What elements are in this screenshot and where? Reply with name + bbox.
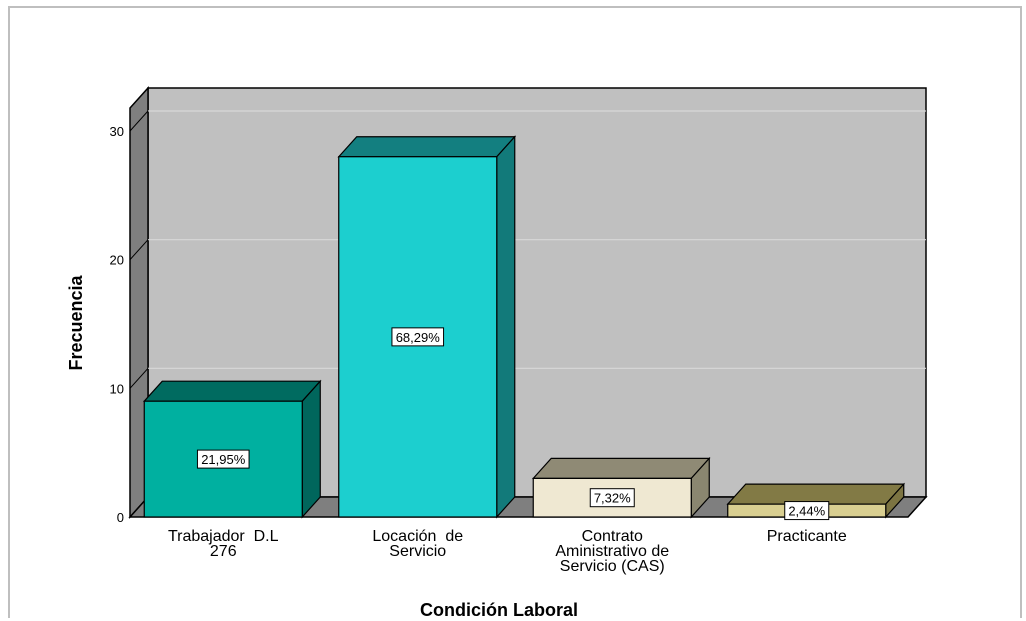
bar-group: 7,32% — [531, 456, 711, 519]
x-tick-label: Practicante — [767, 528, 847, 545]
bar-group: 68,29% — [337, 135, 517, 519]
x-tick-label: Servicio (CAS) — [560, 558, 665, 575]
bar-group: 21,95% — [142, 379, 322, 519]
bar-top — [142, 380, 322, 402]
y-tick-label: 20 — [110, 253, 124, 268]
x-axis-title: Condición Laboral — [420, 600, 578, 620]
data-label-box — [589, 488, 635, 508]
y-tick-label: 30 — [110, 124, 124, 139]
bar-group: 2,44% — [726, 482, 906, 521]
chart-frame: 0 10 20 30 21,95% 68,29% 7,32% 2,44% Trabajado… — [8, 6, 1022, 620]
bar-top — [337, 136, 517, 158]
data-label: 21,95% — [201, 452, 246, 467]
bar-chart: 0 10 20 30 21,95% 68,29% 7,32% 2,44% Trabajado… — [66, 86, 928, 620]
data-label-box — [391, 327, 445, 347]
y-tick-label: 10 — [110, 381, 124, 396]
x-tick-label: Aministrativo de — [555, 543, 669, 560]
x-tick-label: Locación de — [372, 528, 463, 545]
data-label-box — [784, 501, 830, 521]
y-tick-label: 0 — [117, 510, 124, 525]
gridline-side — [129, 367, 149, 389]
data-label: 7,32% — [594, 491, 631, 506]
gridline-side — [129, 239, 149, 261]
data-label: 68,29% — [396, 330, 441, 345]
data-label: 2,44% — [788, 504, 825, 519]
bar-side — [496, 135, 516, 519]
data-label-box — [196, 449, 250, 469]
bar-top — [531, 457, 711, 479]
x-tick-label: Trabajador D.L — [168, 528, 279, 545]
x-tick-label: 276 — [210, 543, 237, 560]
y-axis-title: Frecuencia — [66, 274, 86, 370]
x-tick-label: Servicio — [389, 543, 446, 560]
gridline-side — [129, 110, 149, 132]
x-tick-label: Contrato — [582, 528, 643, 545]
bar-side — [301, 379, 321, 519]
